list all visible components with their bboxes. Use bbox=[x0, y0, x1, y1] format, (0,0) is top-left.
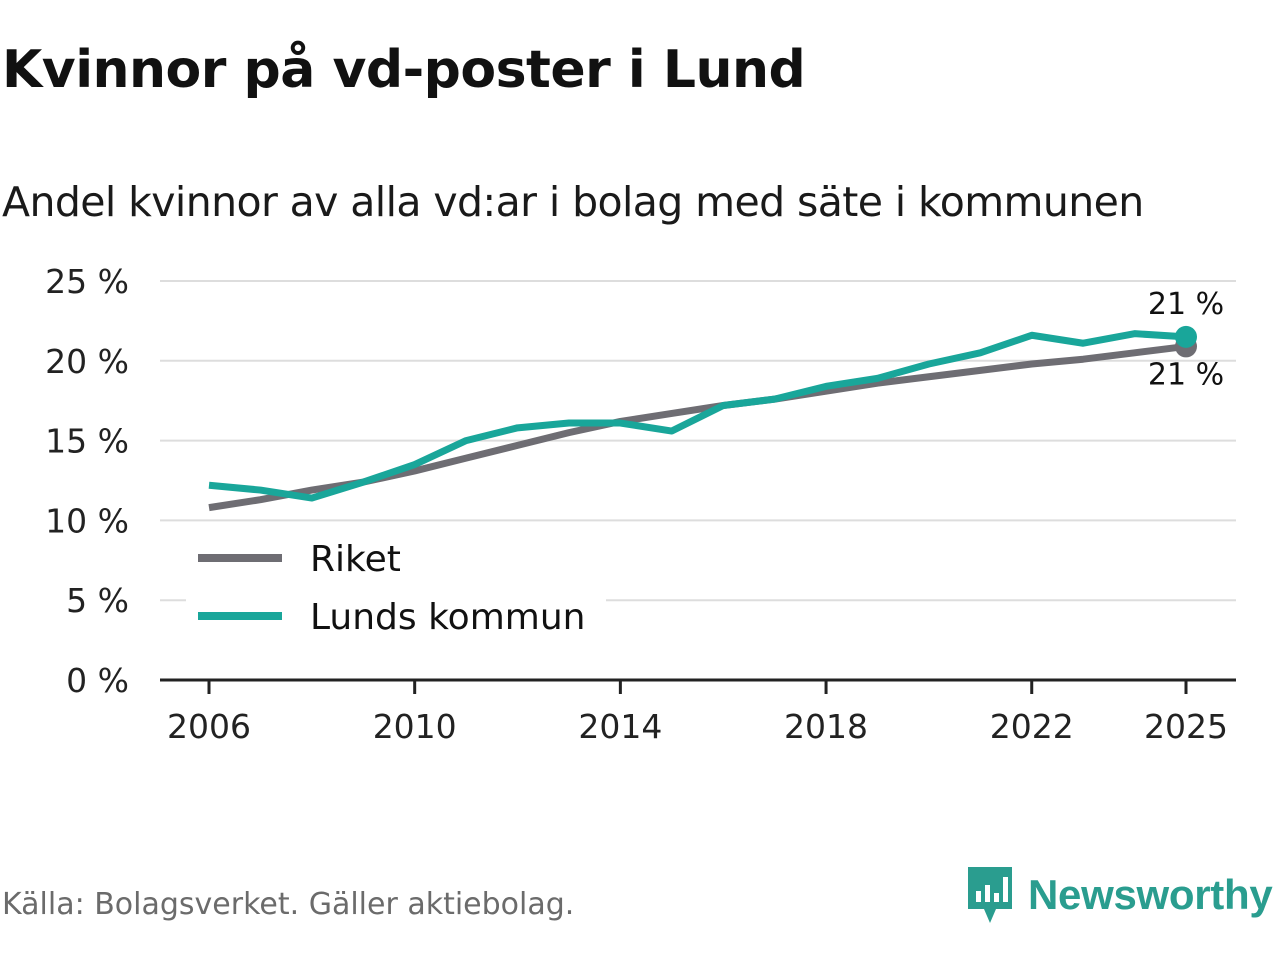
legend-label-series-lund: Lunds kommun bbox=[310, 597, 585, 638]
newsworthy-logo-icon bbox=[968, 867, 1012, 923]
lund-end-label: 21 % bbox=[1148, 287, 1224, 322]
x-tick-label: 2010 bbox=[373, 707, 457, 746]
riket-end-label: 21 % bbox=[1148, 357, 1224, 392]
chart-subtitle: Andel kvinnor av alla vd:ar i bolag med … bbox=[2, 178, 1144, 226]
legend-label-series-riket: Riket bbox=[310, 539, 401, 580]
y-tick-label: 10 % bbox=[45, 501, 129, 540]
legend-background bbox=[186, 530, 606, 640]
x-tick-label: 2018 bbox=[784, 707, 868, 746]
y-tick-label: 20 % bbox=[45, 342, 129, 381]
brand-name: Newsworthy bbox=[1028, 871, 1273, 918]
x-tick-label: 2025 bbox=[1144, 707, 1228, 746]
brand-logo: Newsworthy bbox=[964, 865, 1273, 925]
series-lund-line bbox=[208, 330, 1187, 502]
y-tick-label: 0 % bbox=[66, 661, 129, 700]
x-tick-label: 2006 bbox=[167, 707, 251, 746]
y-tick-label: 25 % bbox=[45, 262, 129, 301]
x-tick-label: 2014 bbox=[578, 707, 662, 746]
y-tick-label: 5 % bbox=[66, 581, 129, 620]
x-tick-label: 2022 bbox=[990, 707, 1074, 746]
series-lund-end-point bbox=[1175, 325, 1197, 348]
chart-title: Kvinnor på vd-poster i Lund bbox=[2, 40, 806, 100]
line-chart: 0 % 5 % 10 % 15 % 20 % 25 % 2006 2010 2014 2018 20… bbox=[45, 262, 1236, 746]
source-note: Källa: Bolagsverket. Gäller aktiebolag. bbox=[2, 887, 575, 922]
y-tick-label: 15 % bbox=[45, 422, 129, 461]
